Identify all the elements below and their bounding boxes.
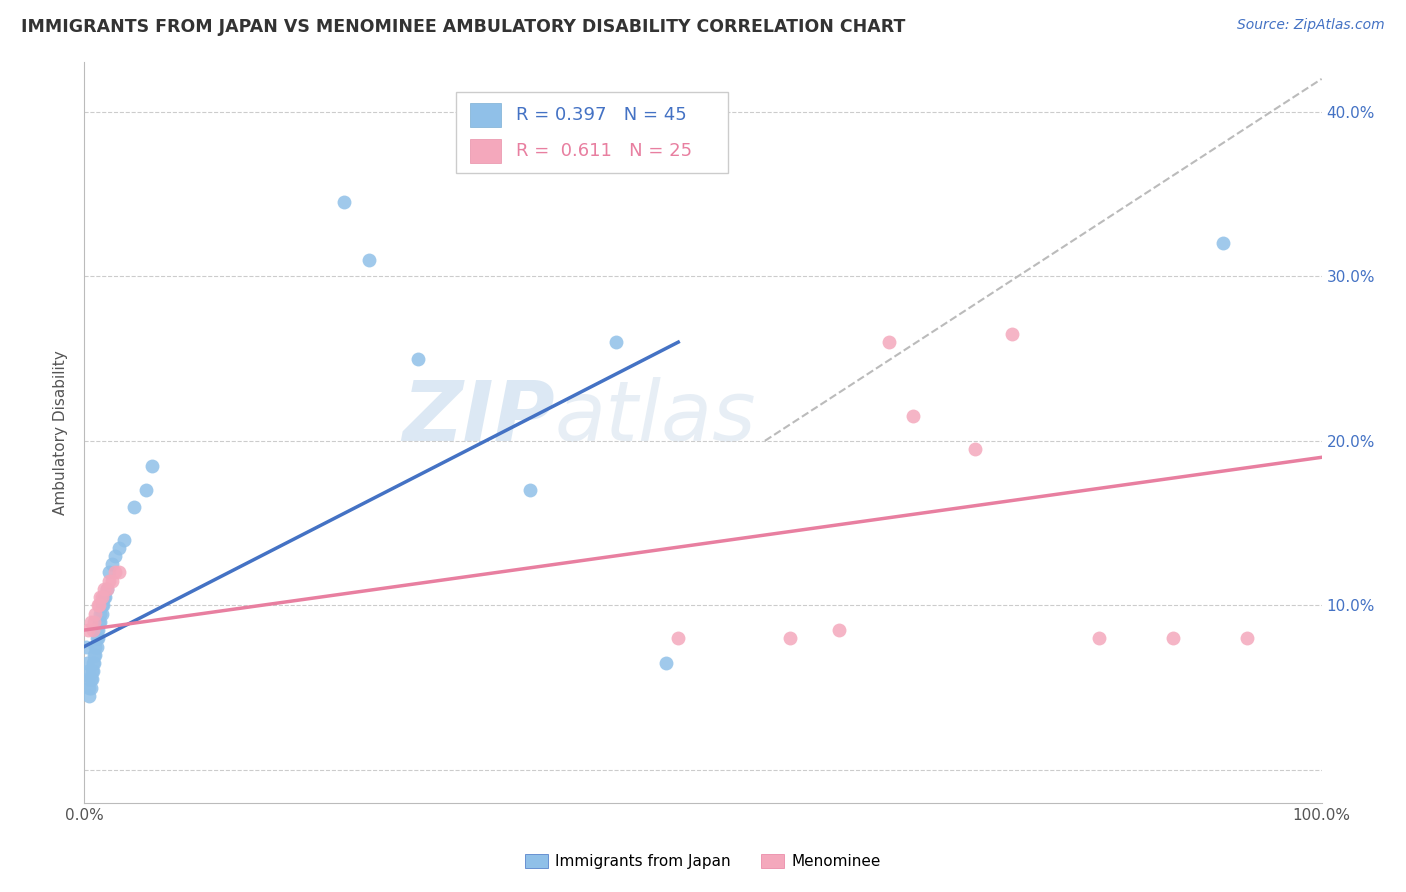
Text: ZIP: ZIP: [402, 377, 554, 458]
Point: [89, 599, 111, 613]
Point: [84, 640, 107, 654]
Point: [94, 590, 117, 604]
Point: [86, 640, 108, 654]
Point: [965, 442, 987, 456]
Point: [100, 574, 122, 588]
Point: [82, 664, 104, 678]
Point: [89, 590, 111, 604]
Point: [333, 195, 356, 210]
Point: [100, 558, 122, 572]
Point: [108, 566, 131, 580]
Point: [1001, 326, 1024, 341]
Point: [357, 252, 380, 267]
Point: [86, 632, 108, 646]
Point: [87, 623, 110, 637]
Point: [93, 582, 115, 596]
Point: [605, 335, 627, 350]
Point: [82, 623, 104, 637]
Bar: [471, 103, 502, 127]
Text: atlas: atlas: [554, 377, 756, 458]
Bar: [471, 139, 502, 162]
Point: [519, 483, 541, 498]
Point: [83, 648, 105, 662]
Point: [98, 566, 121, 580]
Point: [104, 549, 127, 563]
Text: IMMIGRANTS FROM JAPAN VS MENOMINEE AMBULATORY DISABILITY CORRELATION CHART: IMMIGRANTS FROM JAPAN VS MENOMINEE AMBUL…: [21, 18, 905, 36]
Point: [408, 351, 430, 366]
Point: [77, 664, 100, 678]
Point: [80, 673, 103, 687]
Point: [1161, 632, 1184, 646]
Point: [93, 590, 115, 604]
Point: [91, 599, 114, 613]
Point: [666, 632, 689, 646]
Point: [90, 599, 112, 613]
Point: [104, 566, 127, 580]
Point: [87, 632, 110, 646]
Point: [86, 623, 108, 637]
Point: [89, 615, 111, 629]
Legend: Immigrants from Japan, Menominee: Immigrants from Japan, Menominee: [519, 848, 887, 875]
Point: [76, 656, 98, 670]
Point: [90, 607, 112, 621]
Point: [84, 648, 107, 662]
Point: [84, 607, 107, 621]
Point: [80, 664, 103, 678]
Point: [79, 615, 101, 629]
Point: [779, 632, 801, 646]
Point: [90, 590, 112, 604]
Point: [1212, 236, 1234, 251]
Text: Source: ZipAtlas.com: Source: ZipAtlas.com: [1237, 18, 1385, 32]
Point: [79, 681, 101, 695]
Point: [79, 673, 101, 687]
Point: [77, 673, 100, 687]
Point: [655, 656, 678, 670]
Point: [96, 582, 118, 596]
Point: [98, 574, 121, 588]
Point: [122, 500, 145, 514]
Point: [135, 483, 157, 498]
Point: [903, 409, 925, 424]
Point: [82, 656, 104, 670]
FancyBboxPatch shape: [456, 92, 728, 173]
Text: R = 0.397   N = 45: R = 0.397 N = 45: [516, 106, 688, 124]
Point: [1236, 632, 1258, 646]
Point: [141, 458, 163, 473]
Point: [83, 656, 105, 670]
Point: [87, 599, 110, 613]
Y-axis label: Ambulatory Disability: Ambulatory Disability: [53, 351, 69, 515]
Point: [89, 607, 111, 621]
Point: [108, 541, 131, 555]
Point: [877, 335, 900, 350]
Text: R =  0.611   N = 25: R = 0.611 N = 25: [516, 142, 692, 160]
Point: [1088, 632, 1111, 646]
Point: [89, 615, 111, 629]
Point: [828, 623, 851, 637]
Point: [83, 615, 105, 629]
Point: [112, 533, 135, 547]
Point: [96, 582, 118, 596]
Point: [75, 640, 97, 654]
Point: [79, 689, 101, 703]
Point: [79, 681, 101, 695]
Point: [77, 623, 100, 637]
